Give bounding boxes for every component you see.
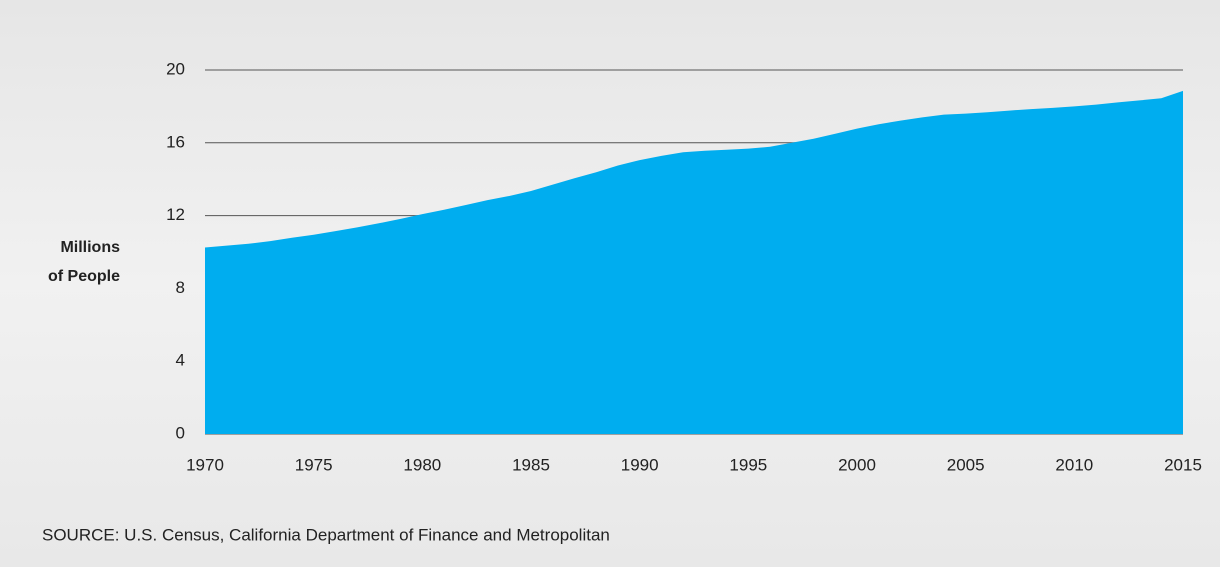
x-tick-label: 1975 (295, 455, 333, 474)
y-tick-label: 8 (176, 278, 185, 297)
x-tick-label: 2005 (947, 455, 985, 474)
y-tick-label: 20 (166, 59, 185, 78)
source-note: SOURCE: U.S. Census, California Departme… (42, 525, 610, 544)
y-tick-label: 16 (166, 132, 185, 151)
y-tick-label: 12 (166, 205, 185, 224)
x-tick-label: 1980 (403, 455, 441, 474)
x-tick-label: 1985 (512, 455, 550, 474)
y-tick-label: 0 (176, 423, 185, 442)
y-tick-label: 4 (176, 351, 185, 370)
x-tick-label: 2000 (838, 455, 876, 474)
x-tick-label: 2010 (1055, 455, 1093, 474)
x-tick-label: 1995 (729, 455, 767, 474)
y-axis-label: of People (48, 268, 120, 285)
area (205, 90, 1183, 435)
x-tick-label: 2015 (1164, 455, 1202, 474)
x-tick-label: 1970 (186, 455, 224, 474)
y-axis-label: Millions (60, 239, 120, 256)
x-tick-label: 1990 (621, 455, 659, 474)
